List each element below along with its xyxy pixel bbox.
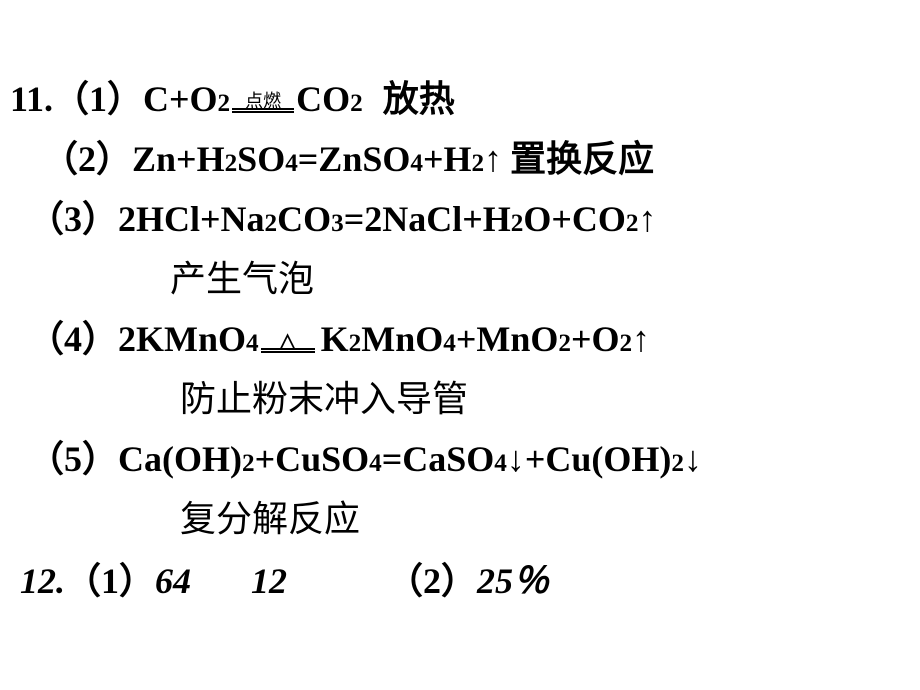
note-bubbles: 产生气泡 xyxy=(170,250,910,302)
note-exothermic: 放热 xyxy=(383,70,455,122)
q11-label: 11. xyxy=(10,78,53,120)
q12-val-12: 12 xyxy=(251,560,287,602)
reaction-condition-ignite: 点燃 xyxy=(232,92,294,113)
item-paren: （3） xyxy=(28,190,118,242)
q12-line: 12. （1） 64 12 （2） 25％ xyxy=(10,552,910,604)
equation-1: C+O2 点燃 CO2 xyxy=(143,78,363,120)
note-displacement: 置换反应 xyxy=(510,130,654,182)
q12-paren-2: （2） xyxy=(387,552,477,604)
equation-5: Ca(OH)2+CuSO4=CaSO4↓+Cu(OH)2↓ xyxy=(118,438,702,480)
note-metathesis: 复分解反应 xyxy=(180,490,910,542)
q12-val-25pct: 25％ xyxy=(477,552,549,604)
q11-item-4: （4） 2KMnO4 △ K2MnO4+MnO2+O2↑ xyxy=(10,310,910,362)
equation-2: Zn+H2SO4=ZnSO4+H2↑ xyxy=(132,138,502,180)
q11-item-5: （5） Ca(OH)2+CuSO4=CaSO4↓+Cu(OH)2↓ xyxy=(10,430,910,482)
q11-item-2: （2） Zn+H2SO4=ZnSO4+H2↑ 置换反应 xyxy=(10,130,910,182)
item-paren: （4） xyxy=(28,310,118,362)
q12-label: 12. xyxy=(20,560,65,602)
item-paren: （5） xyxy=(28,430,118,482)
note-prevent-powder: 防止粉末冲入导管 xyxy=(180,370,910,422)
reaction-condition-heat: △ xyxy=(261,331,315,353)
q12-val-64: 64 xyxy=(155,560,191,602)
equation-3: 2HCl+Na2CO3=2NaCl+H2O+CO2↑ xyxy=(118,198,656,240)
item-paren: （2） xyxy=(42,130,132,182)
equation-4: 2KMnO4 △ K2MnO4+MnO2+O2↑ xyxy=(118,318,650,360)
q12-paren-1: （1） xyxy=(65,552,155,604)
item-paren: （1） xyxy=(53,70,143,122)
q11-item-3: （3） 2HCl+Na2CO3=2NaCl+H2O+CO2↑ xyxy=(10,190,910,242)
q11-item-1: 11. （1） C+O2 点燃 CO2 放热 xyxy=(10,70,910,122)
